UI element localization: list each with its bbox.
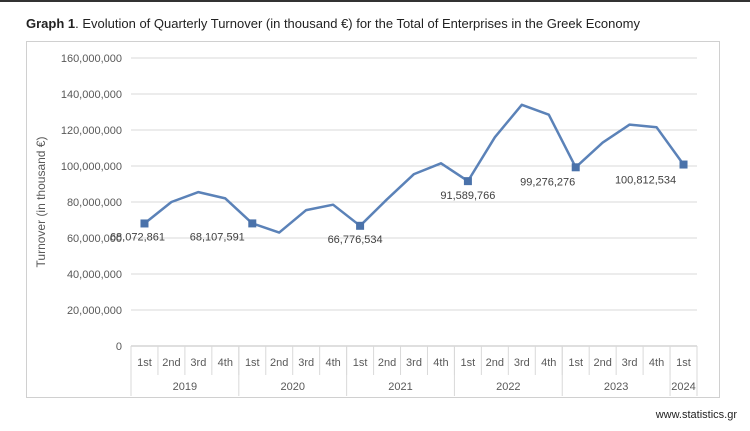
y-axis-title: Turnover (in thousand €) — [34, 137, 48, 268]
x-quarter-label: 1st — [676, 357, 691, 369]
y-tick-label: 140,000,000 — [61, 89, 122, 101]
x-quarter-label: 4th — [649, 357, 664, 369]
x-quarter-label: 2nd — [270, 357, 288, 369]
y-tick-label: 100,000,000 — [61, 161, 122, 173]
x-year-label: 2024 — [671, 381, 695, 393]
y-tick-label: 160,000,000 — [61, 53, 122, 65]
x-quarter-label: 2nd — [162, 357, 180, 369]
chart-title-prefix: Graph 1 — [26, 16, 76, 31]
x-quarter-label: 1st — [353, 357, 368, 369]
data-point-marker — [679, 160, 688, 169]
y-tick-label: 120,000,000 — [61, 125, 122, 137]
data-label: 99,276,276 — [520, 176, 575, 188]
x-year-label: 2020 — [280, 381, 304, 393]
x-quarter-label: 4th — [541, 357, 556, 369]
chart-area — [26, 41, 720, 398]
top-rule — [0, 0, 750, 2]
x-quarter-label: 1st — [245, 357, 260, 369]
y-tick-label: 0 — [116, 341, 122, 353]
x-quarter-label: 3rd — [514, 357, 530, 369]
chart-title: Graph 1. Evolution of Quarterly Turnover… — [26, 16, 640, 31]
x-quarter-label: 3rd — [622, 357, 638, 369]
data-point-marker — [571, 163, 580, 172]
y-tick-label: 20,000,000 — [67, 305, 122, 317]
series-line-turnover — [143, 103, 685, 234]
y-tick-label: 80,000,000 — [67, 197, 122, 209]
data-label: 66,776,534 — [328, 234, 383, 246]
x-quarter-label: 3rd — [298, 357, 314, 369]
data-label: 91,589,766 — [440, 190, 495, 202]
data-point-marker — [463, 177, 472, 186]
data-point-marker — [248, 219, 257, 228]
x-quarter-label: 2nd — [486, 357, 504, 369]
x-quarter-label: 1st — [461, 357, 476, 369]
x-year-label: 2023 — [604, 381, 628, 393]
x-year-label: 2021 — [388, 381, 412, 393]
x-quarter-label: 3rd — [190, 357, 206, 369]
x-quarter-label: 3rd — [406, 357, 422, 369]
x-quarter-label: 1st — [568, 357, 583, 369]
x-quarter-label: 4th — [433, 357, 448, 369]
y-tick-label: 60,000,000 — [67, 233, 122, 245]
x-quarter-label: 2nd — [593, 357, 611, 369]
x-year-label: 2022 — [496, 381, 520, 393]
source-link[interactable]: www.statistics.gr — [655, 409, 737, 421]
x-year-label: 2019 — [173, 381, 197, 393]
x-quarter-label: 4th — [325, 357, 340, 369]
data-label: 68,072,861 — [110, 231, 165, 243]
x-quarter-label: 4th — [218, 357, 233, 369]
x-quarter-label: 2nd — [378, 357, 396, 369]
chart-title-text: . Evolution of Quarterly Turnover (in th… — [75, 16, 640, 31]
data-label: 68,107,591 — [190, 231, 245, 243]
data-point-marker — [356, 221, 365, 230]
y-tick-label: 40,000,000 — [67, 269, 122, 281]
data-point-marker — [140, 219, 149, 228]
data-label: 100,812,534 — [615, 175, 676, 187]
x-quarter-label: 1st — [137, 357, 152, 369]
